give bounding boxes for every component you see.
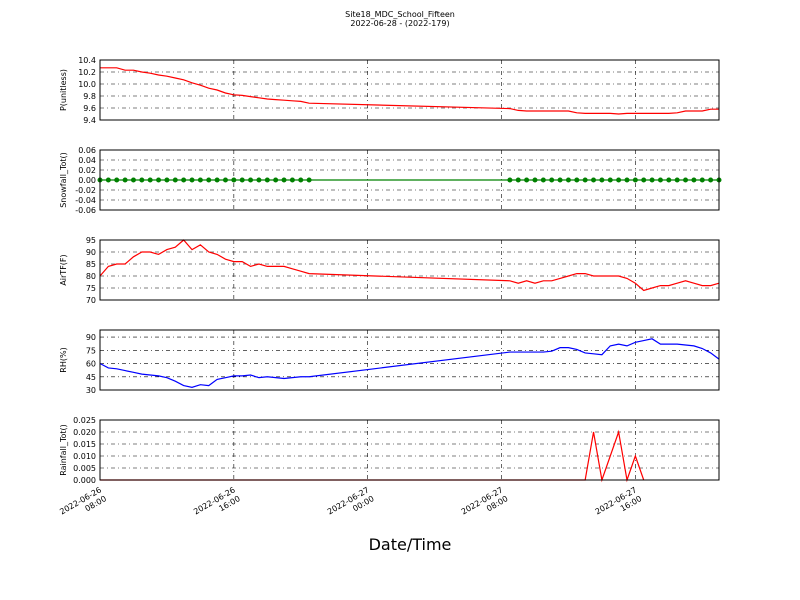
y-tick-label: 10.4 — [78, 56, 96, 65]
y-tick-label: 0.02 — [78, 166, 96, 175]
x-axis-label: Date/Time — [369, 535, 452, 554]
data-point — [231, 177, 237, 183]
plot-frame — [99, 329, 720, 391]
data-point — [557, 177, 563, 183]
y-tick-label: 30 — [86, 386, 96, 395]
chart-subtitle: 2022-06-28 - (2022-179) — [350, 19, 449, 28]
y-tick-label: 9.4 — [83, 116, 96, 125]
data-point — [189, 177, 195, 183]
data-point — [582, 177, 588, 183]
data-point — [197, 177, 203, 183]
data-point — [206, 177, 212, 183]
data-point — [507, 177, 513, 183]
data-point — [599, 177, 605, 183]
data-point — [248, 177, 254, 183]
y-tick-label: 0.005 — [73, 464, 96, 473]
plot-frame — [99, 239, 720, 301]
y-tick-label: 75 — [86, 284, 96, 293]
data-point — [114, 177, 120, 183]
data-point — [674, 177, 680, 183]
data-line — [99, 338, 720, 388]
data-point — [273, 177, 279, 183]
data-point — [532, 177, 538, 183]
data-point — [565, 177, 571, 183]
data-point — [549, 177, 555, 183]
data-point — [122, 177, 128, 183]
data-point — [105, 177, 111, 183]
data-point — [156, 177, 162, 183]
y-tick-label: 0.015 — [73, 440, 96, 449]
y-tick-label: 60 — [86, 360, 96, 369]
data-line — [99, 239, 720, 292]
data-point — [214, 177, 220, 183]
y-tick-label: 90 — [86, 248, 96, 257]
chart-title: Site18_MDC_School_Fifteen — [345, 10, 455, 19]
y-tick-label: 95 — [86, 236, 96, 245]
y-tick-label: 80 — [86, 272, 96, 281]
y-tick-label: 0.020 — [73, 428, 96, 437]
plot-frame — [99, 419, 720, 481]
data-point — [139, 177, 145, 183]
y-axis-label: P(unitless) — [59, 69, 68, 111]
y-tick-label: 9.8 — [83, 92, 96, 101]
data-point — [649, 177, 655, 183]
y-tick-label: 0.010 — [73, 452, 96, 461]
data-point — [657, 177, 663, 183]
data-point — [691, 177, 697, 183]
y-axis-label: Snowfall_Tot() — [59, 152, 68, 208]
y-tick-label: 0.06 — [78, 146, 96, 155]
data-line — [100, 67, 719, 115]
y-tick-label: 10.0 — [78, 80, 96, 89]
y-tick-label: 0.025 — [73, 416, 96, 425]
plot-frame — [99, 59, 720, 121]
data-point — [540, 177, 546, 183]
data-point — [298, 177, 304, 183]
data-point — [306, 177, 312, 183]
data-point — [708, 177, 714, 183]
y-axis-label: RH(%) — [59, 347, 68, 372]
data-point — [641, 177, 647, 183]
data-point — [683, 177, 689, 183]
data-point — [699, 177, 705, 183]
data-point — [256, 177, 262, 183]
data-point — [591, 177, 597, 183]
plot-frame — [99, 149, 720, 211]
data-point — [289, 177, 295, 183]
y-tick-label: 90 — [86, 333, 96, 342]
y-tick-label: 45 — [86, 373, 96, 382]
y-tick-label: -0.02 — [75, 186, 96, 195]
y-axis-label: AirTF(F) — [59, 254, 68, 285]
y-tick-label: -0.06 — [75, 206, 96, 215]
data-point — [607, 177, 613, 183]
y-tick-label: 70 — [86, 296, 96, 305]
data-point — [666, 177, 672, 183]
y-tick-label: -0.04 — [75, 196, 96, 205]
data-point — [624, 177, 630, 183]
data-point — [239, 177, 245, 183]
data-point — [632, 177, 638, 183]
data-point — [222, 177, 228, 183]
data-point — [524, 177, 530, 183]
y-tick-label: 10.2 — [78, 68, 96, 77]
y-tick-label: 85 — [86, 260, 96, 269]
y-tick-label: 9.6 — [83, 104, 96, 113]
data-point — [616, 177, 622, 183]
y-axis-label: Rainfall_Tot() — [59, 424, 68, 476]
data-point — [164, 177, 170, 183]
data-point — [264, 177, 270, 183]
data-point — [130, 177, 136, 183]
y-tick-label: 0.000 — [73, 476, 96, 485]
y-tick-label: 0.04 — [78, 156, 96, 165]
data-point — [515, 177, 521, 183]
data-point — [574, 177, 580, 183]
data-point — [172, 177, 178, 183]
data-point — [147, 177, 153, 183]
y-tick-label: 0.00 — [78, 176, 96, 185]
y-tick-label: 75 — [86, 346, 96, 355]
data-point — [281, 177, 287, 183]
data-point — [181, 177, 187, 183]
